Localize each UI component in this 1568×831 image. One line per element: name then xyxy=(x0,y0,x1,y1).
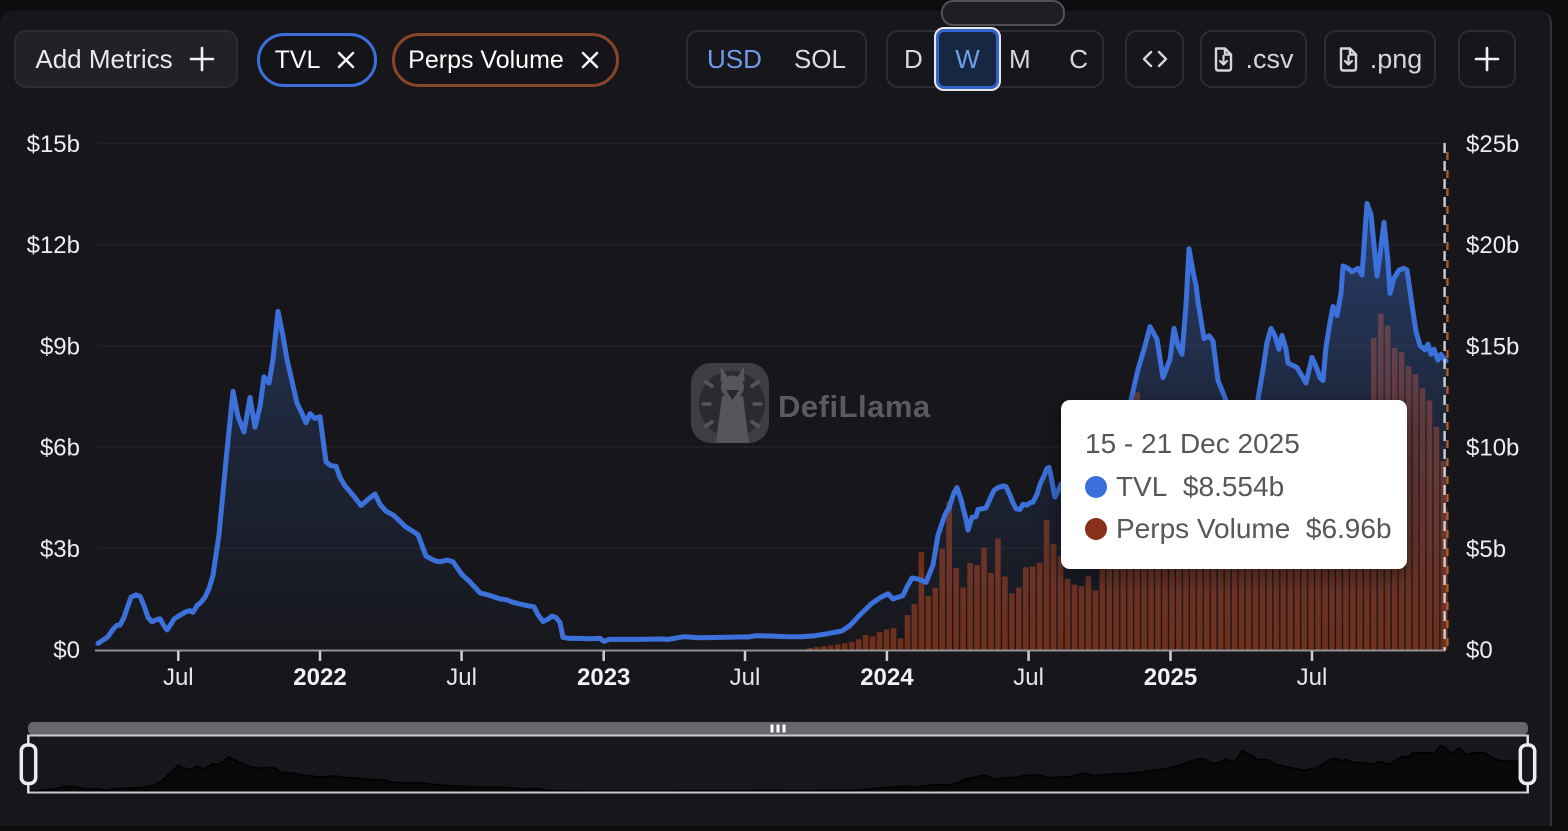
svg-text:Jul: Jul xyxy=(163,664,194,691)
svg-text:Jul: Jul xyxy=(1297,664,1328,691)
svg-text:$5b: $5b xyxy=(1466,536,1506,563)
svg-text:Jul: Jul xyxy=(1013,664,1044,691)
svg-text:$10b: $10b xyxy=(1466,435,1519,462)
svg-text:2023: 2023 xyxy=(577,664,630,691)
svg-text:2022: 2022 xyxy=(293,664,346,691)
svg-text:$6b: $6b xyxy=(40,435,80,462)
svg-text:$0: $0 xyxy=(53,637,80,664)
svg-text:Jul: Jul xyxy=(730,664,761,691)
svg-text:$3b: $3b xyxy=(40,536,80,563)
svg-text:$25b: $25b xyxy=(1466,131,1519,158)
svg-text:2025: 2025 xyxy=(1144,664,1197,691)
svg-text:$0: $0 xyxy=(1466,637,1493,664)
svg-text:2024: 2024 xyxy=(860,664,914,691)
svg-text:$15b: $15b xyxy=(27,131,80,158)
svg-text:$9b: $9b xyxy=(40,333,80,360)
svg-text:Jul: Jul xyxy=(446,664,477,691)
svg-text:$20b: $20b xyxy=(1466,232,1519,259)
svg-text:$15b: $15b xyxy=(1466,333,1519,360)
svg-text:$12b: $12b xyxy=(27,232,80,259)
svg-text:DefiLlama: DefiLlama xyxy=(778,389,931,424)
